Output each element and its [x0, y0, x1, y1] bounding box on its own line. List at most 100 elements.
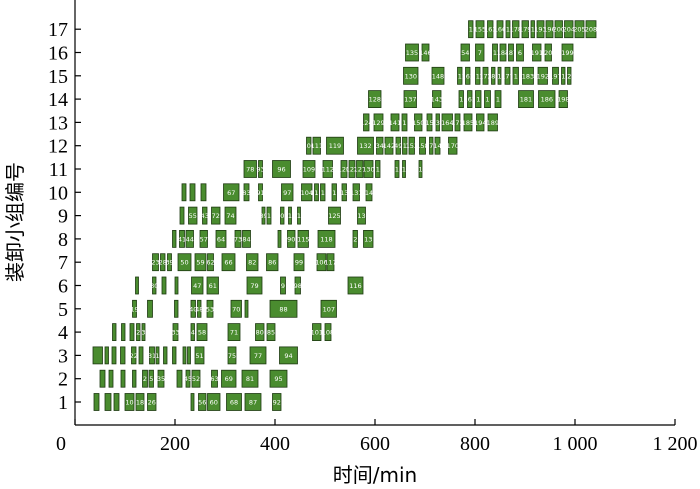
task-label: 142 — [383, 142, 395, 150]
task-bar — [348, 160, 356, 178]
task-bar — [301, 183, 313, 202]
task-label: 186 — [541, 96, 553, 104]
task-label: 70 — [232, 305, 240, 313]
task-label: 1 — [531, 26, 535, 34]
task-bar — [163, 346, 168, 365]
y-tick-label: 8 — [58, 229, 68, 251]
task-bar — [121, 323, 126, 342]
y-tick-label: 17 — [48, 19, 68, 41]
task-label: 100 — [303, 142, 315, 150]
task-bar — [152, 253, 159, 272]
task-label: 150 — [412, 119, 424, 127]
task-label: 91 — [256, 189, 264, 197]
task-label: 66 — [224, 259, 232, 267]
task-bar — [207, 393, 221, 411]
task-label: 52 — [192, 375, 200, 383]
task-label: 1 — [155, 352, 159, 360]
task-label: 141 — [389, 119, 401, 127]
task-label: 9 — [281, 282, 285, 290]
task-label: 1 — [297, 212, 301, 220]
task-label: 73 — [234, 235, 242, 243]
task-label: 3 — [436, 119, 440, 127]
task-label: 1 — [288, 212, 292, 220]
task-bar — [544, 43, 552, 62]
task-label: 130 — [405, 72, 417, 80]
x-tick-label: 0 — [56, 433, 66, 455]
task-bar — [475, 20, 485, 39]
task-label: 194 — [474, 119, 486, 127]
task-label: 1 — [476, 72, 480, 80]
task-bar — [363, 229, 374, 248]
x-tick-label: 400 — [260, 433, 290, 455]
task-bar — [314, 183, 319, 202]
task-bar — [281, 183, 294, 202]
task-bar — [279, 346, 298, 365]
task-bar — [211, 369, 218, 388]
task-label: 117 — [324, 259, 336, 267]
task-bar — [512, 66, 519, 85]
task-bar — [418, 160, 423, 178]
task-label: 50 — [180, 259, 188, 267]
task-label: 23 — [151, 259, 159, 267]
task-label: 1 — [493, 49, 497, 57]
task-bar — [312, 323, 322, 342]
task-label: 166 — [494, 26, 506, 34]
task-bar — [258, 160, 263, 178]
x-tick-label: 1 000 — [553, 433, 598, 455]
task-label: 196 — [543, 26, 555, 34]
task-bar — [93, 393, 100, 411]
task-bar — [187, 346, 191, 365]
task-label: 170 — [447, 142, 459, 150]
task-bar — [403, 90, 417, 108]
task-label: 89 — [259, 212, 267, 220]
task-bar — [112, 323, 117, 342]
task-bar — [395, 136, 401, 155]
task-bar — [357, 206, 366, 225]
task-bar — [230, 299, 242, 318]
task-bar — [401, 113, 408, 132]
task-label: 56 — [198, 399, 206, 407]
task-label: 111 — [311, 142, 323, 150]
task-bar — [174, 276, 179, 295]
task-bar — [227, 346, 237, 365]
task-bar — [431, 66, 445, 85]
task-bar — [272, 160, 291, 178]
task-bar — [243, 160, 257, 178]
task-bar — [356, 160, 364, 178]
task-bar — [552, 66, 559, 85]
task-bar — [476, 113, 485, 132]
task-bar — [487, 113, 498, 132]
task-bar — [157, 369, 165, 388]
task-label: 130 — [362, 166, 374, 174]
task-label: 208 — [585, 26, 597, 34]
task-bar — [297, 206, 301, 225]
task-bar — [465, 66, 471, 85]
task-bar — [530, 20, 535, 39]
task-bar — [147, 393, 157, 411]
task-label: 162 — [464, 96, 476, 104]
task-bar — [266, 206, 272, 225]
task-label: 192 — [537, 72, 549, 80]
task-label: 199 — [561, 49, 573, 57]
task-label: 87 — [249, 399, 257, 407]
task-label: 35 — [157, 375, 165, 383]
task-label: 85 — [267, 329, 275, 337]
task-bar — [111, 346, 117, 365]
task-label: 13 — [364, 235, 372, 243]
task-bar — [104, 393, 112, 411]
task-bar — [206, 276, 219, 295]
task-bar — [368, 90, 382, 108]
x-tick-label: 200 — [160, 433, 190, 455]
task-label: 1 — [496, 96, 500, 104]
task-bar — [331, 183, 337, 202]
task-bar — [194, 253, 207, 272]
task-label: 67 — [227, 189, 235, 197]
task-bar — [405, 43, 419, 62]
task-bar — [316, 253, 327, 272]
x-tick-label: 1 200 — [653, 433, 698, 455]
task-label: 1 — [395, 166, 399, 174]
task-label: 80 — [256, 329, 264, 337]
task-label: 40 — [189, 305, 197, 313]
task-label: 13 — [357, 212, 365, 220]
task-bar — [441, 113, 453, 132]
